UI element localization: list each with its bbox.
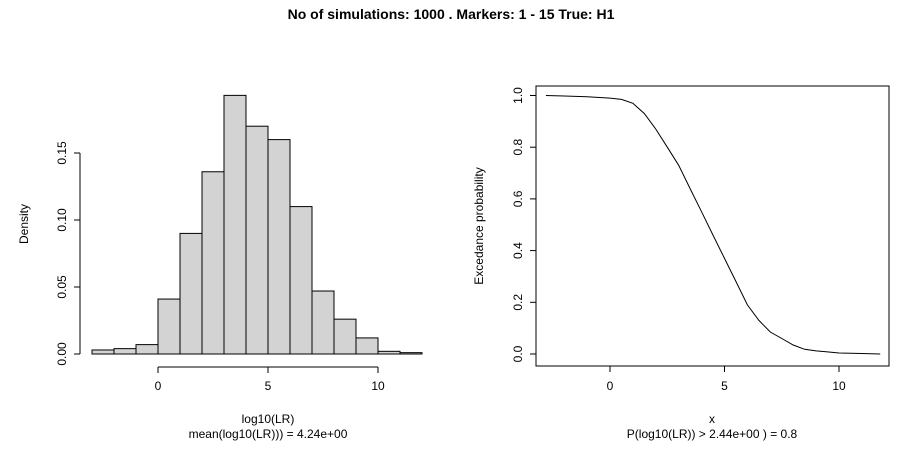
exceedance-x-label: x (709, 412, 715, 426)
exceedance-y-tick-label: 0.8 (511, 139, 525, 156)
histogram-y-tick-label: 0.05 (55, 275, 69, 299)
histogram-bar (201, 171, 225, 355)
exceedance-panel: 0 5 10 0.0 0.2 0.4 0.6 0.8 1.0 x P(log10(LR)) >… (472, 85, 890, 441)
exceedance-y-label: Excedance probability (472, 167, 486, 284)
exceedance-x-tick-label: 0 (607, 379, 614, 393)
histogram-bar (91, 349, 115, 355)
histogram-bar (355, 337, 379, 355)
histogram-bar (157, 298, 181, 355)
histogram-subtitle: mean(log10(LR))) = 4.24e+00 (189, 427, 348, 441)
histogram-y-tick-label: 0.15 (55, 141, 69, 165)
histogram-bar (245, 125, 269, 355)
histogram-y-axis: 0.00 0.05 0.10 0.15 (55, 141, 81, 366)
histogram-bars (91, 94, 423, 355)
exceedance-y-tick-label: 0.0 (511, 345, 525, 362)
exceedance-plot-box (535, 85, 890, 367)
histogram-bar (377, 350, 401, 355)
exceedance-x-tick-label: 5 (721, 379, 728, 393)
histogram-bar (333, 318, 357, 355)
exceedance-subtitle: P(log10(LR)) > 2.44e+00 ) = 0.8 (627, 427, 798, 441)
histogram-bar (179, 232, 203, 355)
exceedance-y-tick-label: 0.4 (511, 242, 525, 259)
exceedance-y-tick-label: 0.6 (511, 190, 525, 207)
histogram-bar (311, 290, 335, 355)
histogram-bar (113, 348, 137, 355)
histogram-y-tick-label: 0.10 (55, 208, 69, 232)
histogram-x-tick-label: 10 (371, 379, 385, 393)
histogram-panel: 0 5 10 0.00 0.05 0.10 0.15 log10(LR) mean(log… (17, 94, 423, 441)
histogram-x-tick-label: 0 (155, 379, 162, 393)
exceedance-curve (545, 95, 881, 355)
histogram-x-label: log10(LR) (242, 412, 295, 426)
histogram-x-axis: 0 5 10 (155, 366, 385, 393)
exceedance-x-axis: 0 5 10 (607, 366, 846, 393)
histogram-bar (289, 206, 313, 355)
histogram-bar (135, 344, 159, 355)
histogram-x-tick-label: 5 (265, 379, 272, 393)
exceedance-y-tick-label: 1.0 (511, 87, 525, 104)
histogram-bar (267, 139, 291, 355)
figure-title: No of simulations: 1000 . Markers: 1 - 1… (288, 6, 615, 22)
exceedance-x-tick-label: 10 (832, 379, 846, 393)
histogram-bar (223, 94, 247, 355)
exceedance-y-tick-label: 0.2 (511, 294, 525, 311)
exceedance-y-axis: 0.0 0.2 0.4 0.6 0.8 1.0 (511, 87, 536, 362)
histogram-bar (399, 352, 423, 355)
histogram-y-label: Density (17, 204, 31, 244)
histogram-y-tick-label: 0.00 (55, 342, 69, 366)
